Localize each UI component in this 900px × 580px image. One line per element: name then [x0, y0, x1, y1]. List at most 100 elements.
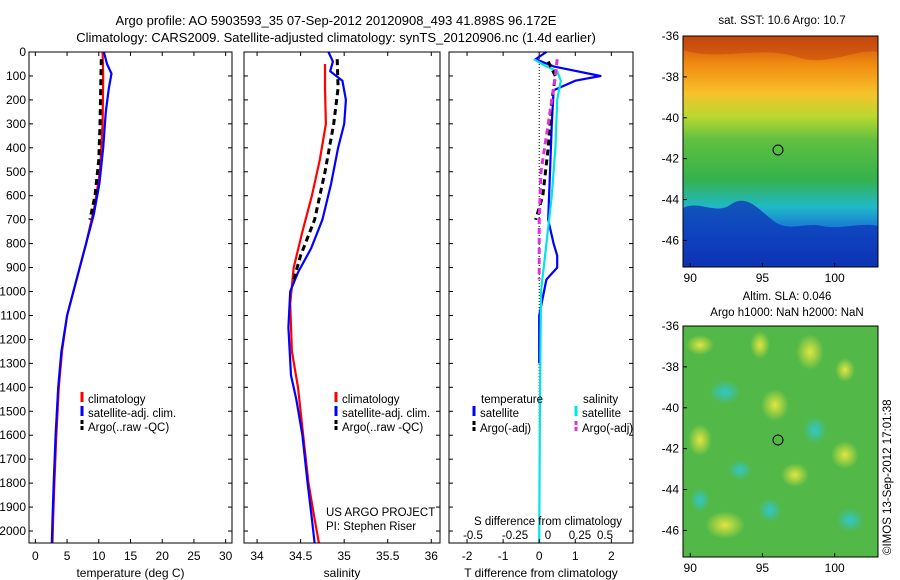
map-y-tick-label: -42: [662, 152, 680, 166]
x-tick-label: 15: [124, 549, 138, 563]
legend-label: satellite: [480, 408, 519, 420]
x-tick-label: 35.5: [376, 549, 400, 563]
sla-anomalies: [686, 331, 864, 539]
series-argo-adj--line: [537, 59, 559, 280]
map-y-tick-label: -42: [662, 442, 680, 456]
temperature-frame: [28, 51, 233, 544]
series-argo-raw-qc--line: [88, 59, 103, 221]
x-tick-label: 5: [64, 549, 71, 563]
sst-map-frame: [682, 35, 879, 268]
y-tick-label: 2000: [0, 524, 26, 538]
x-axis-label: T difference from climatology: [464, 566, 618, 580]
x-tick-label: 0: [32, 549, 39, 563]
y-tick-label: 1300: [0, 356, 26, 370]
y-tick-label: 400: [6, 141, 26, 155]
title-line-2: Climatology: CARS2009. Satellite-adjuste…: [76, 30, 596, 45]
sst-warm-water: [683, 36, 878, 61]
sst-map: sat. SST: 10.6 Argo: 10.7 90 95 100 -36 -38 -…: [662, 15, 879, 285]
y-tick-label: 300: [6, 117, 26, 131]
y-tick-label: 1600: [0, 428, 26, 442]
x-tick-label: -1: [498, 549, 509, 563]
x-tick-label: 34.5: [289, 549, 313, 563]
legend-label: satellite-adj. clim.: [342, 408, 430, 420]
x-tick-label: 20: [156, 549, 170, 563]
x-tick-label: 30: [219, 549, 233, 563]
series-climatology-line: [51, 51, 105, 544]
y-tick-label: 500: [6, 165, 26, 179]
map-y-tick-label: -36: [662, 319, 680, 333]
credit-label: ©IMOS 13-Sep-2012 17:01:38: [882, 399, 894, 555]
sst-argo-marker: [772, 144, 784, 156]
map-x-tick-label: 95: [756, 271, 770, 285]
y-tick-label: 0: [19, 45, 26, 59]
top-tick-label: 0.25: [569, 530, 591, 542]
series-satellite-line: [533, 58, 562, 544]
x-tick-label: 10: [92, 549, 106, 563]
map-x-tick-label: 100: [825, 561, 845, 575]
map-x-tick-label: 100: [825, 271, 845, 285]
legend-title-salinity: salinity: [583, 394, 618, 406]
map-x-tick-label: 95: [756, 561, 770, 575]
top-tick-label: 0: [545, 530, 551, 542]
map-y-tick-label: -44: [662, 193, 680, 207]
y-tick-label: 1000: [0, 285, 26, 299]
y-tick-label: 700: [6, 213, 26, 227]
difference-frame: [448, 51, 634, 544]
salinity-frame: [243, 51, 441, 544]
map-x-tick-label: 90: [684, 271, 698, 285]
legend-label: satellite: [582, 408, 621, 420]
y-tick-label: 1200: [0, 332, 26, 346]
project-annotation: US ARGO PROJECT: [326, 507, 435, 519]
y-tick-label: 1500: [0, 404, 26, 418]
y-tick-label: 1700: [0, 452, 26, 466]
map-y-tick-label: -46: [662, 233, 680, 247]
map-y-tick-label: -38: [662, 360, 680, 374]
title-line-1: Argo profile: AO 5903593_35 07-Sep-2012 …: [116, 13, 557, 28]
project-annotation: PI: Stephen Riser: [326, 521, 416, 533]
legend-label: Argo(-adj): [480, 423, 531, 435]
map-x-tick-label: 90: [684, 561, 698, 575]
y-tick-label: 1100: [0, 308, 26, 322]
y-tick-label: 1900: [0, 500, 26, 514]
x-axis-label: salinity: [324, 566, 361, 580]
legend-title-temperature: temperature: [481, 394, 543, 406]
temperature-panel: 0 5 10 15 20 25 30 temperature (deg C) 0 100 200 30…: [0, 45, 233, 580]
legend-label: Argo(..raw -QC): [342, 422, 423, 434]
map-y-tick-label: -36: [662, 29, 680, 43]
map-y-tick-label: -44: [662, 483, 680, 497]
y-tick-label: 100: [6, 69, 26, 83]
series-argo-raw-qc--line: [292, 59, 340, 280]
series-satellite-adj-clim--line: [50, 51, 113, 544]
top-tick-label: 0.5: [597, 530, 613, 542]
y-tick-label: 900: [6, 261, 26, 275]
legend-label: Argo(..raw -QC): [88, 422, 169, 434]
difference-panel: -2 -1 0 1 2 T difference from climatology temp…: [448, 51, 634, 580]
sst-map-title: sat. SST: 10.6 Argo: 10.7: [718, 15, 845, 27]
sla-argo-marker: [772, 434, 784, 446]
legend-label: Argo(-adj): [582, 423, 633, 435]
x-tick-label: 2: [608, 549, 615, 563]
sla-map-frame: [682, 325, 879, 558]
y-tick-label: 1800: [0, 476, 26, 490]
x-tick-label: 34: [250, 549, 264, 563]
legend-label: satellite-adj. clim.: [88, 408, 176, 420]
y-tick-label: 800: [6, 237, 26, 251]
series-satellite-adj-clim--line: [287, 51, 347, 544]
x-tick-label: 25: [187, 549, 201, 563]
top-tick-label: -0.5: [463, 530, 483, 542]
legend-label: climatology: [342, 394, 400, 406]
sst-cold-water: [683, 200, 878, 267]
series-climatology-line: [289, 64, 327, 544]
x-tick-label: -2: [462, 549, 473, 563]
sla-map-title: Altim. SLA: 0.046: [743, 291, 832, 303]
x-tick-label: 36: [425, 549, 439, 563]
map-y-tick-label: -40: [662, 401, 680, 415]
salinity-panel: 34 34.5 35 35.5 36 salinity climatology satelli…: [243, 51, 441, 580]
map-y-tick-label: -46: [662, 523, 680, 537]
x-tick-label: 1: [572, 549, 579, 563]
x-tick-label: 0: [536, 549, 543, 563]
legend-label: climatology: [88, 394, 146, 406]
map-y-tick-label: -38: [662, 70, 680, 84]
y-tick-label: 200: [6, 93, 26, 107]
